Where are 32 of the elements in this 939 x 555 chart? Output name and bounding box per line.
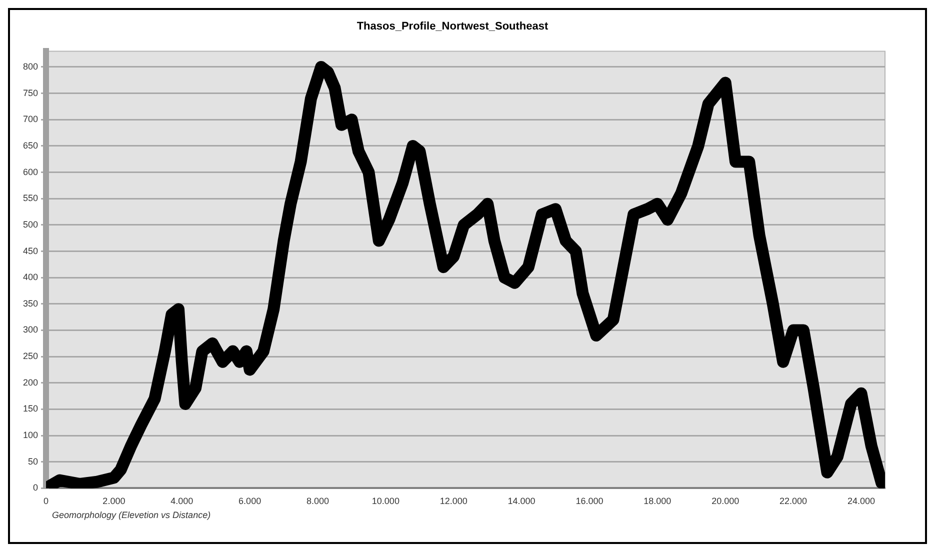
x-tick-label: 4.000 bbox=[170, 496, 194, 506]
y-tick-label: 800 bbox=[22, 61, 38, 72]
y-tick-label: 500 bbox=[22, 219, 38, 230]
y-tick-label: 50 bbox=[28, 456, 38, 466]
y-tick-label: 250 bbox=[22, 351, 38, 362]
y-tick-label: 400 bbox=[22, 272, 38, 282]
y-tick-label: 450 bbox=[22, 246, 38, 256]
y-tick-label: 650 bbox=[22, 140, 38, 150]
x-tick-label: 12.000 bbox=[440, 496, 468, 506]
y-tick-label: 350 bbox=[22, 298, 38, 308]
y-tick-label: 550 bbox=[22, 193, 38, 204]
x-tick-label: 14.000 bbox=[508, 496, 536, 506]
x-tick-label: 0 bbox=[44, 496, 49, 506]
y-tick-label: 150 bbox=[22, 404, 38, 414]
x-tick-label: 18.000 bbox=[644, 496, 672, 506]
x-tick-label: 24.000 bbox=[847, 496, 875, 506]
y-tick-label: 0 bbox=[33, 482, 38, 493]
x-tick-label: 22.000 bbox=[780, 496, 808, 506]
x-tick-label: 20.000 bbox=[712, 496, 740, 506]
x-tick-label: 16.000 bbox=[576, 496, 604, 506]
text: Geomorphology (Elevetion vs Distance) bbox=[52, 510, 212, 520]
x-tick-label: 10.000 bbox=[372, 496, 400, 506]
y-tick-label: 100 bbox=[22, 430, 38, 440]
y-tick-label: 750 bbox=[22, 88, 38, 98]
y-tick-label: 300 bbox=[22, 324, 38, 335]
y-tick-label: 600 bbox=[22, 166, 38, 177]
x-tick-label: 2.000 bbox=[102, 496, 126, 506]
y-tick-label: 200 bbox=[22, 377, 38, 388]
chart-title: Thasos_Profile_Nortwest_Southeast bbox=[356, 20, 548, 33]
x-tick-label: 6.000 bbox=[238, 496, 262, 506]
y-tick-label: 700 bbox=[22, 114, 38, 124]
x-tick-label: 8.000 bbox=[306, 496, 330, 506]
